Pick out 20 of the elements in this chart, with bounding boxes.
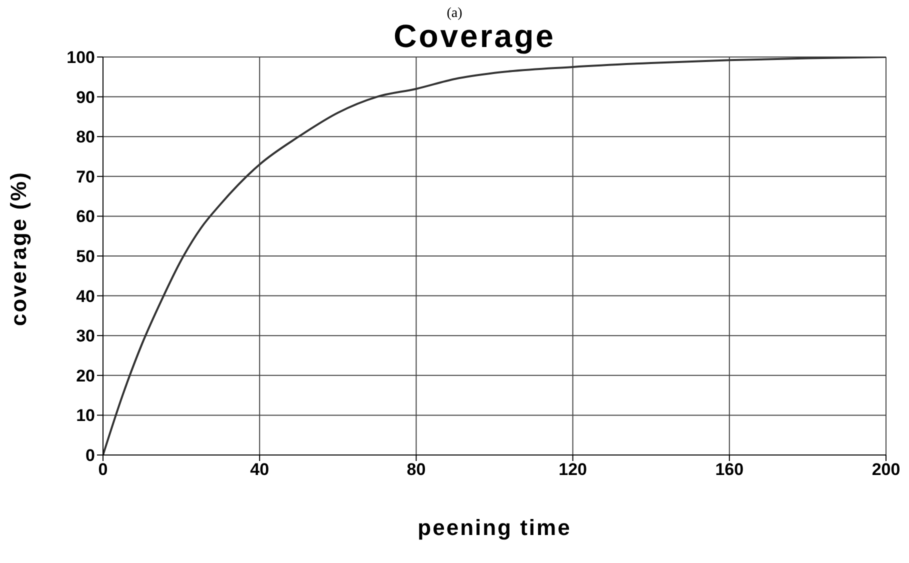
x-tick-label: 200	[872, 460, 900, 480]
x-tick-label: 40	[250, 460, 270, 480]
y-tick-label: 0	[86, 446, 95, 466]
text: (a)	[446, 6, 464, 22]
y-tick-label: 30	[76, 326, 95, 346]
y-tick-label: 80	[76, 128, 95, 147]
y-tick-label: 10	[76, 406, 95, 426]
x-tick-label: 160	[715, 460, 744, 480]
y-tick-label: 50	[76, 247, 95, 266]
y-axis-title: coverage (%)	[6, 171, 31, 326]
y-tick-label: 90	[76, 88, 95, 107]
y-tick-label: 40	[76, 286, 95, 306]
y-tick-label: 70	[76, 167, 95, 186]
x-tick-label: 80	[406, 460, 426, 480]
y-tick-label: 60	[76, 207, 95, 226]
y-tick-label: 20	[76, 366, 95, 386]
y-tick-label: 100	[66, 48, 95, 68]
x-axis-title: peening time	[418, 515, 572, 540]
x-tick-label: 0	[98, 460, 108, 480]
x-tick-label: 120	[558, 460, 587, 480]
